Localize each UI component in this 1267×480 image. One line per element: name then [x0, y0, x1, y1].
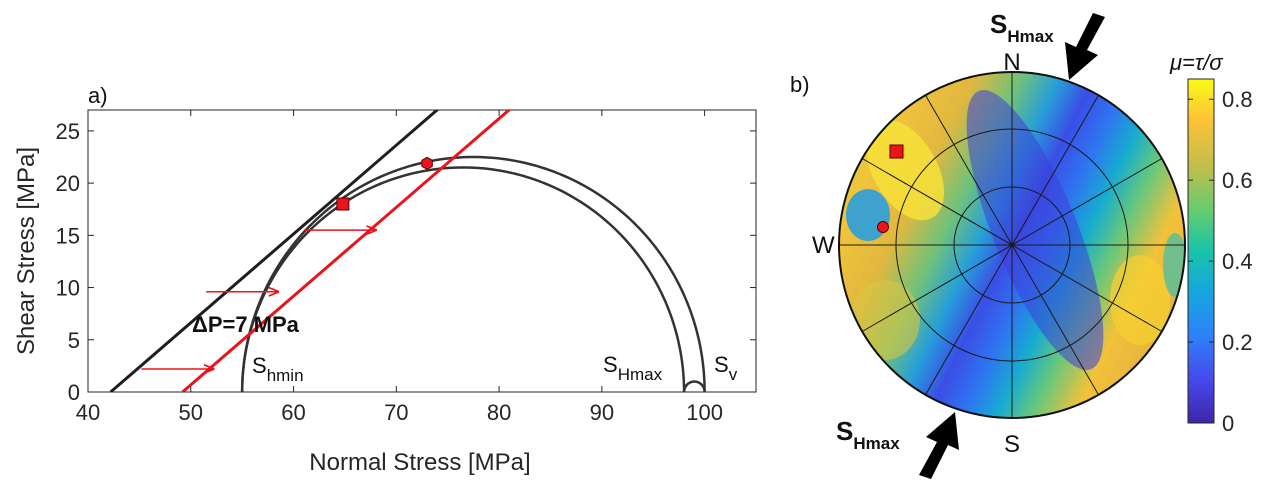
marker-hexagon [421, 156, 433, 170]
compass-north: N [1003, 49, 1020, 76]
y-tick-label: 10 [56, 276, 80, 301]
sv-label: Sv [714, 352, 738, 384]
x-tick-label: 60 [281, 400, 305, 425]
y-axis-label: Shear Stress [MPa] [13, 147, 40, 355]
y-ticks: 0 5 10 15 20 25 [56, 119, 756, 405]
sHmax-label-bottom: SHmax [836, 416, 900, 453]
colorbar [1187, 78, 1215, 424]
markers-a [336, 156, 433, 211]
marker-circle-b [877, 221, 889, 233]
marker-square-b [889, 144, 904, 159]
sHmax-arrow-bottom [919, 412, 959, 479]
delta-p-annotation: ΔP=7 MPa [192, 312, 300, 337]
colorbar-label: μ=τ/σ [1169, 50, 1223, 75]
y-tick-label: 5 [68, 328, 80, 353]
failure-envelopes [109, 110, 512, 392]
x-tick-label: 70 [384, 400, 408, 425]
y-tick-label: 20 [56, 171, 80, 196]
y-tick-label: 25 [56, 119, 80, 144]
failure-envelope [181, 110, 512, 392]
x-tick-label: 50 [179, 400, 203, 425]
stereonet-spoke [861, 158, 1163, 332]
y-tick-label: 15 [56, 223, 80, 248]
sHmax-arrow-top [1065, 13, 1105, 80]
mohr-circles [240, 155, 706, 392]
x-tick-label: 90 [590, 400, 614, 425]
x-ticks: 40 50 60 70 80 90 100 [76, 110, 723, 425]
colorbar-tick-label: 0 [1222, 411, 1234, 436]
colorbar-tick-label: 0.2 [1222, 330, 1253, 355]
sHmax-label-a: SHmax [603, 352, 663, 384]
failure-envelope [109, 110, 440, 392]
mohr-circle [240, 166, 686, 392]
stereonet-heatmap [839, 72, 1185, 418]
x-tick-label: 40 [76, 400, 100, 425]
sHmax-label-top: SHmax [990, 9, 1054, 46]
plot-area-a [87, 109, 757, 393]
panel-a-label: a) [88, 83, 108, 108]
colorbar-ticks: 0 0.2 0.4 0.6 0.8 [1188, 87, 1253, 436]
y-tick-label: 0 [68, 380, 80, 405]
mohr-circle [240, 155, 706, 392]
stereonet-outline [838, 71, 1186, 419]
panel-b-label: b) [790, 72, 810, 97]
colorbar-tick-label: 0.6 [1222, 168, 1253, 193]
marker-square [336, 197, 350, 211]
colorbar-tick-label: 0.8 [1222, 87, 1253, 112]
compass-west: W [812, 232, 835, 259]
shmin-label: Shmin [252, 353, 304, 385]
compass-south: S [1004, 431, 1020, 458]
x-tick-label: 80 [487, 400, 511, 425]
x-tick-label: 100 [686, 400, 723, 425]
colorbar-tick-label: 0.4 [1222, 249, 1253, 274]
x-axis-label: Normal Stress [MPa] [309, 449, 530, 476]
mohr-circle [682, 380, 706, 392]
shift-arrows [141, 230, 375, 369]
